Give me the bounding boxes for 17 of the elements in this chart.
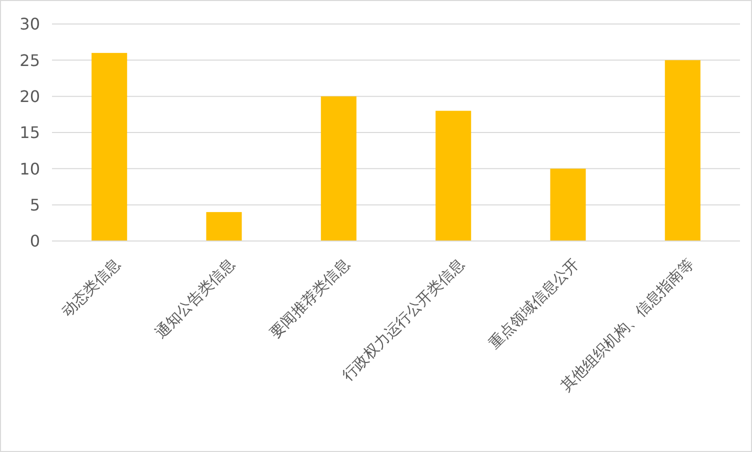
bar: [664, 60, 700, 241]
bar: [92, 52, 128, 241]
bar: [206, 212, 242, 241]
y-tick-label: 30: [20, 14, 40, 34]
bar: [320, 96, 356, 241]
y-tick-label: 5: [30, 195, 40, 214]
y-tick-label: 15: [20, 123, 40, 142]
x-tick-label: 通知公告类信息: [152, 254, 239, 342]
x-tick-label: 要闻推荐类信息: [266, 254, 354, 342]
y-tick-label: 0: [30, 232, 40, 251]
y-tick-label: 25: [20, 50, 40, 70]
y-tick-label: 20: [20, 86, 40, 106]
x-tick-label: 动态类信息: [58, 254, 124, 321]
bar: [436, 110, 472, 241]
x-tick-label: 重点领域信息公开: [484, 254, 583, 352]
y-tick-label: 10: [20, 159, 40, 178]
bar: [550, 168, 586, 241]
